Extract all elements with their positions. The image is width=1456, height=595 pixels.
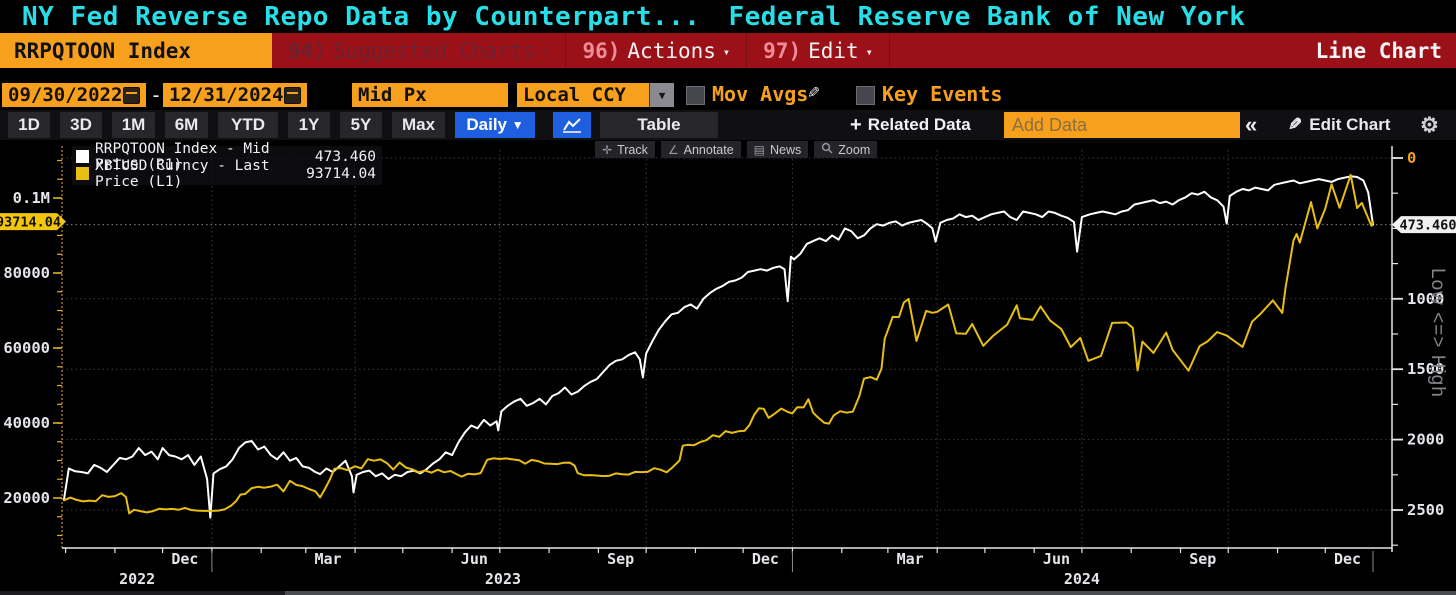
chevron-down-icon: ▾ xyxy=(542,45,550,59)
chart-tool-news-button[interactable]: ▤ News xyxy=(746,141,809,158)
chart-tool-track-button[interactable]: ✛ Track xyxy=(595,141,655,158)
series-line-xbtusd xyxy=(63,173,1374,515)
news-lines-icon: ▤ xyxy=(753,142,766,157)
mov-avgs-checkbox[interactable] xyxy=(686,86,705,105)
x-axis-month-label: Sep xyxy=(607,550,634,568)
calendar-icon[interactable] xyxy=(123,86,140,104)
page-subtitle: Federal Reserve Bank of New York xyxy=(728,1,1246,32)
menu-suggested-charts[interactable]: 94) Suggested Charts ▾ xyxy=(272,33,567,68)
page-title: NY Fed Reverse Repo Data by Counterpart.… xyxy=(22,1,701,32)
right-axis-direction-label: Low <=> High xyxy=(1427,268,1448,398)
legend-row[interactable]: RRPQTOON Index - Mid Price (R1) 473.460 xyxy=(76,141,376,173)
toolbar: RRPQTOON Index 94) Suggested Charts ▾ 96) Ac… xyxy=(0,33,1456,68)
left-axis-tick-label: 0.1M xyxy=(13,189,50,207)
right-axis-tick-label: 2000 xyxy=(1407,431,1444,449)
tab-range-max[interactable]: Max xyxy=(392,112,445,138)
x-axis-month-label: Dec xyxy=(752,550,779,568)
legend-value: 93714.04 xyxy=(306,165,376,182)
right-axis-tick-label: 1500 xyxy=(1407,360,1444,378)
collapse-button[interactable]: « xyxy=(1245,112,1258,137)
right-axis-tick-label: 0 xyxy=(1407,149,1416,167)
tab-range-ytd[interactable]: YTD xyxy=(218,112,278,138)
right-axis-tick-label: 1000 xyxy=(1407,290,1444,308)
left-axis-value-marker xyxy=(0,213,66,231)
x-axis-year-label: 2023 xyxy=(485,570,521,588)
date-to-field[interactable]: 12/31/2024 xyxy=(163,83,307,107)
move-cross-icon: ✛ xyxy=(602,142,613,157)
toolbar-menus: 94) Suggested Charts ▾ 96) Actions ▾ 97) Edit ▾ xyxy=(272,33,890,68)
left-axis-tick-label: 80000 xyxy=(3,264,50,282)
controls-row: 09/30/2022 - 12/31/2024 Mid Px Local CCY… xyxy=(0,68,1456,110)
tab-row: 1D 3D 1M 6M YTD 1Y 5Y Max Daily ▼ Table + Relat… xyxy=(0,110,1456,140)
x-axis-month-label: Mar xyxy=(314,550,341,568)
menu-edit[interactable]: 97) Edit ▾ xyxy=(747,33,890,68)
legend-value: 473.460 xyxy=(314,148,376,165)
x-axis-month-label: Dec xyxy=(171,550,198,568)
right-axis-tick-label: 2500 xyxy=(1407,501,1444,519)
chevron-down-icon: ▾ xyxy=(865,45,873,59)
chevron-down-icon: ▼ xyxy=(658,88,666,102)
left-axis-tick-label: 60000 xyxy=(3,339,50,357)
gear-icon: ⚙ xyxy=(1420,113,1439,137)
legend-row[interactable]: XBTUSD Curncy - Last Price (L1) 93714.04 xyxy=(76,158,376,190)
tab-range-6m[interactable]: 6M xyxy=(165,112,208,138)
tab-range-5y[interactable]: 5Y xyxy=(340,112,382,138)
menu-actions[interactable]: 96) Actions ▾ xyxy=(566,33,748,68)
tab-table[interactable]: Table xyxy=(600,112,718,138)
tab-range-1y[interactable]: 1Y xyxy=(288,112,330,138)
chart-tool-zoom-button[interactable]: Zoom xyxy=(814,141,878,158)
plus-icon: + xyxy=(850,113,862,136)
edit-chart-button[interactable]: ✎ Edit Chart xyxy=(1288,115,1391,134)
x-axis-month-label: Mar xyxy=(897,550,924,568)
date-range-separator: - xyxy=(150,83,163,107)
x-axis-month-label: Jun xyxy=(461,550,488,568)
x-axis-month-label: Sep xyxy=(1189,550,1216,568)
title-bar: NY Fed Reverse Repo Data by Counterpart.… xyxy=(0,0,1456,33)
currency-dropdown-button[interactable]: ▼ xyxy=(649,83,674,107)
tab-range-3d[interactable]: 3D xyxy=(60,112,102,138)
security-field[interactable]: RRPQTOON Index xyxy=(0,33,272,68)
left-axis-tick-label: 20000 xyxy=(3,489,50,507)
right-axis-value-marker-text: 473.460 xyxy=(1400,217,1456,233)
x-axis-month-label: Dec xyxy=(1334,550,1361,568)
tab-range-1d[interactable]: 1D xyxy=(8,112,50,138)
legend-label: XBTUSD Curncy - Last Price (L1) xyxy=(95,157,270,190)
chart-type-label: Line Chart xyxy=(1315,38,1442,63)
chevron-down-icon: ▾ xyxy=(722,45,731,59)
right-axis-value-marker xyxy=(1392,216,1456,234)
related-data-button[interactable]: + Related Data xyxy=(850,113,971,136)
legend-swatch xyxy=(76,150,89,163)
tab-range-1m[interactable]: 1M xyxy=(112,112,155,138)
left-axis-tick-label: 40000 xyxy=(3,414,50,432)
bottom-scrollbar[interactable] xyxy=(0,591,1456,595)
frequency-dropdown[interactable]: Daily ▼ xyxy=(455,112,535,138)
series-line-rrpqtoon xyxy=(63,175,1374,519)
left-axis-value-marker-text: 93714.04 xyxy=(0,214,61,230)
date-from-field[interactable]: 09/30/2022 xyxy=(2,83,146,107)
line-chart-type-button[interactable] xyxy=(553,112,591,138)
magnifier-icon xyxy=(821,142,833,157)
add-data-input[interactable] xyxy=(1004,112,1240,138)
series-group xyxy=(63,173,1374,519)
angle-icon: ∠ xyxy=(667,142,679,157)
chart-toolbar: ✛ Track ∠ Annotate ▤ News Zoom xyxy=(595,141,878,158)
legend-swatch xyxy=(76,167,89,180)
x-axis-year-label: 2022 xyxy=(119,570,155,588)
settings-button[interactable]: ⚙ xyxy=(1420,112,1439,138)
mov-avgs-label: Mov Avgs xyxy=(712,82,809,106)
calendar-icon[interactable] xyxy=(284,86,301,104)
x-axis-month-label: Jun xyxy=(1043,550,1070,568)
chart-tool-annotate-button[interactable]: ∠ Annotate xyxy=(660,141,741,158)
key-events-checkbox[interactable] xyxy=(856,86,875,105)
chart-legend: RRPQTOON Index - Mid Price (R1) 473.460 XB… xyxy=(72,141,382,190)
line-chart-icon xyxy=(563,118,581,133)
x-axis-year-label: 2024 xyxy=(1064,570,1100,588)
key-events-label: Key Events xyxy=(882,82,1003,106)
price-source-field[interactable]: Mid Px xyxy=(352,83,508,107)
currency-field[interactable]: Local CCY xyxy=(517,83,649,107)
chevron-down-icon: ▼ xyxy=(511,118,524,132)
legend-label: RRPQTOON Index - Mid Price (R1) xyxy=(95,140,270,173)
